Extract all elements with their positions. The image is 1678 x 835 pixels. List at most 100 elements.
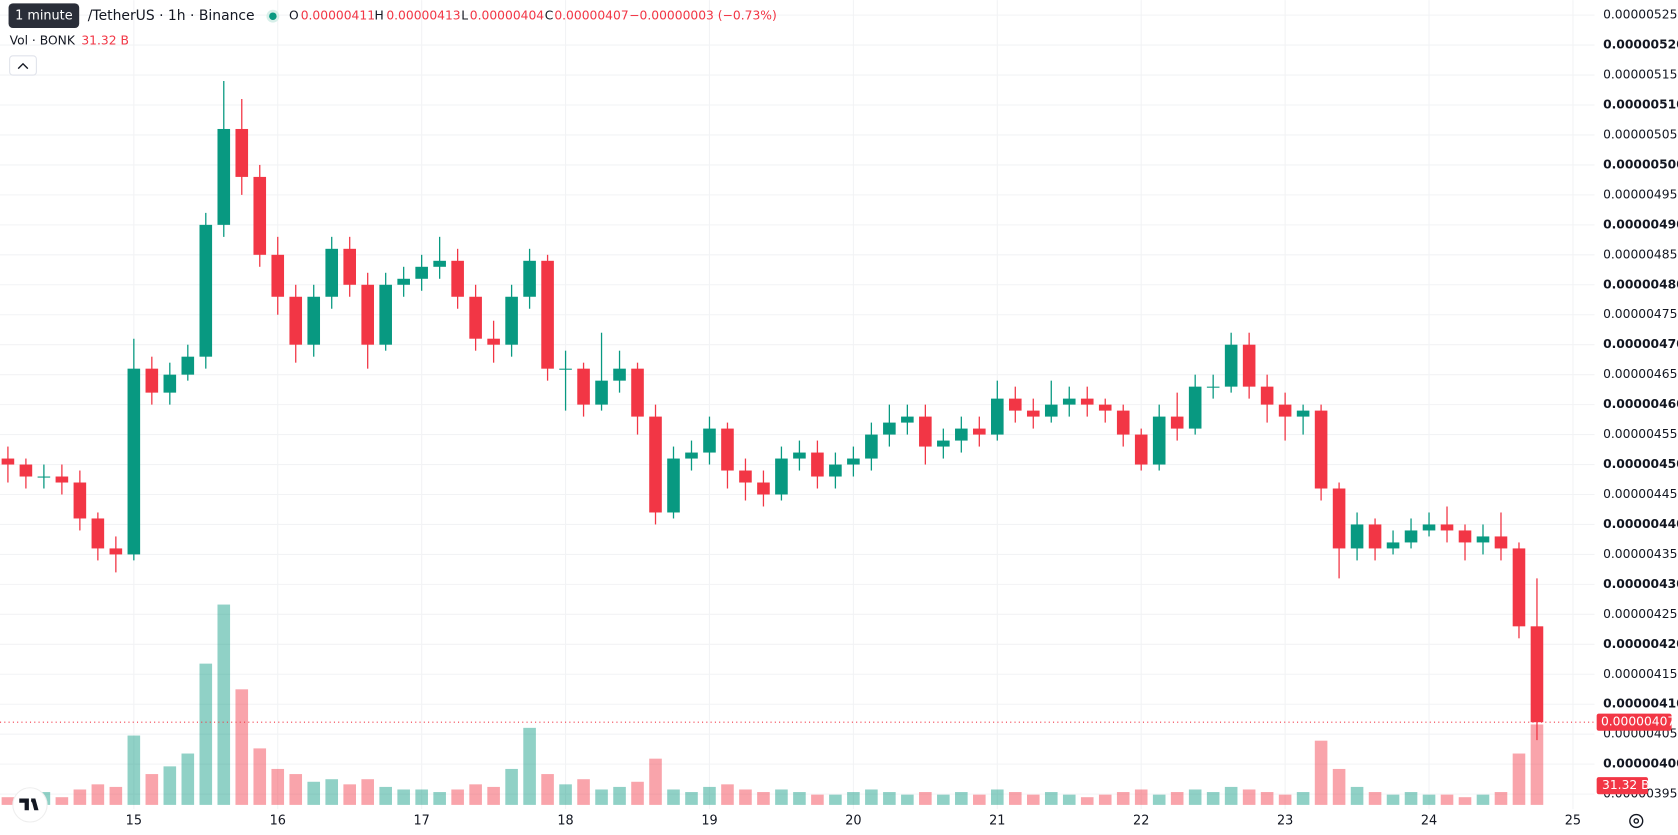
volume-bar [73, 789, 87, 805]
volume-bar [829, 794, 842, 805]
y-tick-label: 0.00000465 [1603, 367, 1677, 381]
volume-bar [937, 794, 950, 805]
volume-bar [181, 753, 195, 805]
y-tick-label: 0.00000460 [1603, 397, 1678, 411]
volume-bar [1206, 792, 1220, 805]
volume-bar [289, 774, 303, 805]
candle-body [127, 368, 141, 555]
last-price-box [1596, 713, 1672, 731]
volume-bar [721, 784, 734, 805]
candle-body [1368, 524, 1382, 549]
candle-body [991, 398, 1004, 435]
volume-bar [1368, 792, 1382, 805]
volume-bar [1116, 792, 1130, 805]
volume-bar [613, 786, 626, 805]
candle-body [973, 428, 986, 435]
volume-bar [271, 768, 285, 805]
ohlc-value: 0.00000407 [554, 9, 628, 23]
candle-body [559, 368, 572, 370]
tooltip: 1 minute [15, 9, 73, 24]
volume-pane [1, 604, 1544, 805]
candle-body [1386, 542, 1400, 549]
y-tick-label: 0.00000450 [1603, 457, 1678, 471]
last-price-label: 0.00000407 [1601, 715, 1675, 729]
tv-logo [12, 787, 48, 823]
volume-bar [1278, 794, 1292, 805]
ohlc-key: O [289, 9, 299, 23]
volume-bar [343, 784, 356, 805]
candle-body [73, 482, 87, 519]
volume-bar [757, 792, 770, 805]
y-tick-label: 0.00000430 [1603, 577, 1678, 591]
volume-value-label: 31.32 B [1602, 778, 1650, 792]
candle-body [343, 248, 356, 285]
candle-body [1116, 410, 1130, 435]
volume-bar [559, 784, 572, 805]
volume-bar [361, 779, 374, 805]
candle-body [883, 422, 896, 435]
candle-body [793, 452, 806, 459]
volume-bar [235, 689, 249, 805]
candle-body [1404, 530, 1418, 543]
candle-body [1152, 416, 1166, 465]
y-tick-label: 0.00000485 [1603, 247, 1677, 261]
candle-body [1098, 404, 1112, 411]
volume-bar [1512, 753, 1526, 805]
ohlc-key: H [375, 9, 384, 23]
candle-body [901, 416, 914, 423]
volume-bar [1242, 789, 1256, 805]
collapse-button[interactable] [9, 55, 37, 76]
volume-bar [307, 781, 321, 805]
volume-value-box [1596, 777, 1649, 795]
y-tick-label: 0.00000455 [1603, 427, 1677, 441]
candle-body [1062, 398, 1076, 405]
volume-bar [1, 797, 15, 805]
y-tick-label: 0.00000435 [1603, 547, 1677, 561]
candle-body [505, 296, 518, 345]
candle-body [523, 260, 536, 297]
candle-body [1260, 386, 1274, 405]
candle-body [1026, 410, 1040, 417]
axes: 0.00000525 0.00000520 0.00000515 0.00000510… [126, 8, 1678, 829]
volume-bar [847, 792, 860, 805]
candle-body [667, 458, 680, 513]
candle-body [1350, 524, 1364, 549]
volume-bar [811, 794, 824, 805]
y-tick-label: 0.00000475 [1603, 307, 1677, 321]
candle-body [1494, 536, 1508, 549]
x-tick-label: 16 [270, 813, 286, 828]
candle-body [739, 470, 752, 483]
volume-bar [469, 784, 482, 805]
volume-bar [631, 781, 644, 805]
candle-body [631, 368, 644, 417]
candle-body [361, 284, 374, 345]
candle-body [595, 380, 608, 405]
x-tick-label: 23 [1277, 813, 1293, 828]
candle-body [217, 128, 231, 225]
candle-body [91, 518, 105, 549]
candle-body [1, 458, 15, 465]
volume-bar [1080, 797, 1094, 805]
volume-bar [91, 784, 105, 805]
price-pane [0, 81, 1595, 741]
x-tick-label: 24 [1421, 813, 1437, 828]
settings-icon[interactable] [1629, 813, 1644, 829]
candle-body [919, 416, 932, 447]
candle-body [199, 224, 213, 357]
candle-body [1332, 488, 1346, 549]
volume-bar [505, 768, 518, 805]
candle-body [703, 428, 716, 453]
y-tick-label: 0.00000505 [1603, 127, 1677, 141]
volume-bar [1134, 789, 1148, 805]
volume-bar [1386, 794, 1400, 805]
candle-body [1530, 626, 1544, 723]
volume-bar [55, 797, 69, 805]
volume-bar [1440, 794, 1454, 805]
candle-body [37, 476, 51, 478]
candle-body [775, 458, 788, 495]
ohlc-value: 0.00000404 [470, 9, 544, 23]
candle-body [577, 368, 590, 405]
status-dot-inner [269, 12, 277, 20]
candle-body [469, 296, 482, 339]
